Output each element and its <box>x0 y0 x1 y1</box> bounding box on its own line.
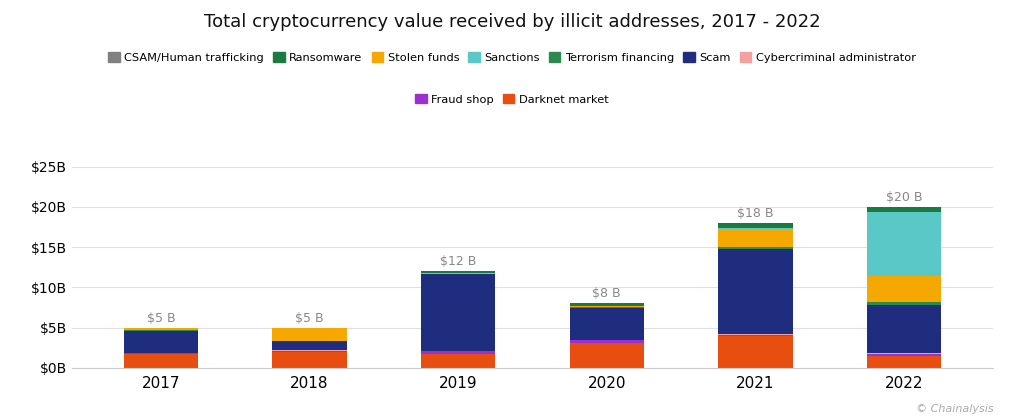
Bar <box>124 353 198 354</box>
Bar <box>867 354 941 356</box>
Bar <box>569 303 644 306</box>
Bar <box>867 305 941 353</box>
Bar <box>272 341 347 350</box>
Text: © Chainalysis: © Chainalysis <box>915 404 993 414</box>
Bar <box>124 328 198 331</box>
Bar <box>718 229 793 247</box>
Bar <box>718 336 793 368</box>
Bar <box>124 354 198 368</box>
Legend: Fraud shop, Darknet market: Fraud shop, Darknet market <box>411 89 613 109</box>
Bar <box>421 351 496 354</box>
Bar <box>272 351 347 352</box>
Bar <box>569 306 644 307</box>
Bar <box>421 354 496 368</box>
Bar <box>718 334 793 335</box>
Bar <box>867 276 941 302</box>
Bar <box>272 352 347 368</box>
Text: $12 B: $12 B <box>440 255 476 268</box>
Bar <box>867 356 941 368</box>
Text: $8 B: $8 B <box>593 287 622 300</box>
Bar <box>421 273 496 274</box>
Bar <box>718 250 793 334</box>
Bar <box>718 335 793 336</box>
Bar <box>569 308 644 340</box>
Bar <box>124 331 198 353</box>
Bar <box>867 212 941 276</box>
Bar <box>421 271 496 273</box>
Bar <box>421 274 496 351</box>
Bar <box>867 207 941 212</box>
Text: $5 B: $5 B <box>295 312 324 325</box>
Bar <box>718 223 793 228</box>
Bar <box>569 340 644 343</box>
Text: $20 B: $20 B <box>886 191 923 204</box>
Text: $18 B: $18 B <box>737 207 774 220</box>
Bar <box>718 247 793 250</box>
Bar <box>867 302 941 305</box>
Text: $5 B: $5 B <box>146 312 175 325</box>
Text: Total cryptocurrency value received by illicit addresses, 2017 - 2022: Total cryptocurrency value received by i… <box>204 13 820 31</box>
Legend: CSAM/Human trafficking, Ransomware, Stolen funds, Sanctions, Terrorism financing: CSAM/Human trafficking, Ransomware, Stol… <box>103 48 921 67</box>
Bar <box>569 343 644 368</box>
Bar <box>867 353 941 354</box>
Bar <box>272 329 347 341</box>
